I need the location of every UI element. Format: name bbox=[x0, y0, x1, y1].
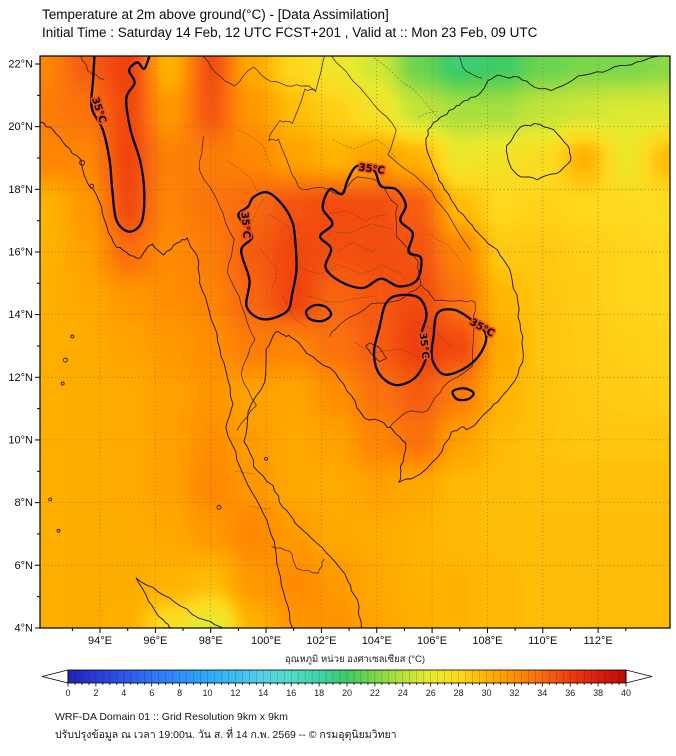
colorbar-right-arrow bbox=[625, 669, 653, 684]
y-axis-label: 20°N bbox=[8, 121, 33, 133]
colorbar-tick-label: 6 bbox=[149, 688, 154, 698]
x-axis-label: 94°E bbox=[88, 635, 112, 647]
colorbar-tick-label: 28 bbox=[454, 688, 464, 698]
colorbar-tick-label: 0 bbox=[65, 688, 70, 698]
x-axis-label: 112°E bbox=[583, 635, 612, 647]
x-axis-label: 110°E bbox=[528, 635, 557, 647]
colorbar-tick-label: 18 bbox=[314, 688, 324, 698]
colorbar-tick-label: 10 bbox=[202, 688, 212, 698]
colorbar-left-arrow bbox=[41, 669, 69, 684]
colorbar-tick-label: 30 bbox=[481, 688, 491, 698]
footer-domain-info: WRF-DA Domain 01 :: Grid Resolution 9km … bbox=[55, 711, 288, 723]
x-axis-label: 100°E bbox=[251, 635, 281, 647]
y-axis-label: 6°N bbox=[15, 560, 34, 572]
x-axis-label: 98°E bbox=[199, 635, 223, 647]
colorbar-tick-label: 24 bbox=[398, 688, 408, 698]
x-axis-label: 96°E bbox=[143, 635, 167, 647]
y-axis-label: 12°N bbox=[8, 372, 33, 384]
colorbar-tick-label: 8 bbox=[177, 688, 182, 698]
figure-subtitle: Initial Time : Saturday 14 Feb, 12 UTC F… bbox=[42, 25, 538, 40]
y-axis-label: 18°N bbox=[8, 184, 33, 196]
y-axis-label: 22°N bbox=[8, 58, 33, 70]
colorbar-tick-label: 14 bbox=[258, 688, 268, 698]
x-axis-label: 106°E bbox=[417, 635, 447, 647]
colorbar-tick-label: 40 bbox=[621, 688, 631, 698]
colorbar-tick-label: 34 bbox=[537, 688, 547, 698]
y-axis-label: 8°N bbox=[15, 497, 34, 509]
colorbar-gradient bbox=[68, 670, 626, 683]
colorbar-tick-label: 16 bbox=[286, 688, 296, 698]
y-axis-label: 10°N bbox=[8, 434, 33, 446]
x-axis-label: 104°E bbox=[362, 635, 392, 647]
y-axis-label: 4°N bbox=[15, 622, 34, 634]
colorbar-tick-label: 26 bbox=[426, 688, 436, 698]
footer-update-info: ปรับปรุงข้อมูล ณ เวลา 19:00น. วัน ส. ที่… bbox=[55, 729, 397, 741]
colorbar-tick-label: 2 bbox=[93, 688, 98, 698]
colorbar-tick-label: 20 bbox=[342, 688, 352, 698]
colorbar-outline bbox=[67, 669, 627, 684]
colorbar-tick-label: 4 bbox=[121, 688, 126, 698]
figure-title: Temperature at 2m above ground(°C) - [Da… bbox=[42, 7, 389, 22]
y-axis-label: 14°N bbox=[8, 309, 33, 321]
y-axis-label: 16°N bbox=[8, 246, 33, 258]
colorbar-tick-label: 22 bbox=[370, 688, 380, 698]
colorbar-tick-label: 36 bbox=[565, 688, 575, 698]
colorbar-label: อุณหภูมิ หน่วย องศาเซลเซียส (°C) bbox=[284, 654, 426, 665]
x-axis-label: 108°E bbox=[472, 635, 502, 647]
temperature-heatmap-canvas bbox=[40, 56, 670, 628]
colorbar-tick-label: 12 bbox=[230, 688, 240, 698]
colorbar-tick-label: 38 bbox=[593, 688, 603, 698]
colorbar-tick-label: 32 bbox=[509, 688, 519, 698]
x-axis-label: 102°E bbox=[306, 635, 336, 647]
